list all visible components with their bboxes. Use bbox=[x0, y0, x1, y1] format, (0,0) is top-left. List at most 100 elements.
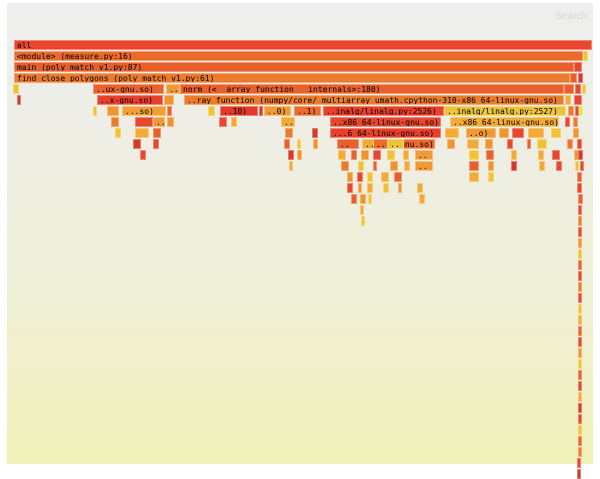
flame-frame-sliver[interactable] bbox=[568, 106, 574, 116]
flame-frame-sliver[interactable] bbox=[394, 172, 402, 182]
flame-frame-sliver[interactable] bbox=[511, 161, 517, 171]
flame-frame[interactable]: .. bbox=[415, 150, 433, 160]
flame-frame-sliver[interactable] bbox=[153, 128, 161, 138]
flame-frame-sliver[interactable] bbox=[578, 403, 582, 413]
flame-frame-sliver[interactable] bbox=[578, 150, 583, 160]
flame-frame-sliver[interactable] bbox=[582, 84, 586, 94]
flame-frame-sliver[interactable] bbox=[575, 106, 579, 116]
flame-frame-sliver[interactable] bbox=[578, 447, 582, 457]
flame-frame[interactable]: main (poly_match_v1.py:87) bbox=[14, 62, 574, 72]
flame-frame-sliver[interactable] bbox=[133, 139, 141, 149]
flame-frame-sliver[interactable] bbox=[578, 293, 582, 303]
flame-frame-sliver[interactable] bbox=[486, 150, 494, 160]
flame-frame-sliver[interactable] bbox=[403, 150, 409, 160]
flame-frame-sliver[interactable] bbox=[135, 117, 153, 127]
flame-frame-sliver[interactable] bbox=[367, 172, 373, 182]
flame-frame[interactable]: ..ux-gnu.so) bbox=[93, 84, 164, 94]
flame-frame[interactable]: ...x-gnu.so) bbox=[373, 139, 435, 149]
flame-frame-sliver[interactable] bbox=[565, 117, 570, 127]
flame-frame-sliver[interactable] bbox=[13, 84, 19, 94]
flame-frame-sliver[interactable] bbox=[285, 128, 293, 138]
flame-frame-sliver[interactable] bbox=[284, 139, 290, 149]
flame-frame-sliver[interactable] bbox=[360, 205, 364, 215]
flame-frame-sliver[interactable] bbox=[573, 117, 578, 127]
flame-frame-sliver[interactable] bbox=[404, 161, 410, 171]
flame-frame[interactable]: .. bbox=[166, 84, 180, 94]
flame-frame-sliver[interactable] bbox=[347, 172, 353, 182]
flame-frame-sliver[interactable] bbox=[578, 370, 582, 380]
flame-frame-sliver[interactable] bbox=[387, 150, 395, 160]
flame-frame-sliver[interactable] bbox=[538, 150, 544, 160]
flame-frame[interactable]: ...so) bbox=[122, 106, 166, 116]
flame-frame-sliver[interactable] bbox=[259, 106, 263, 116]
flame-frame-sliver[interactable] bbox=[351, 150, 357, 160]
flame-frame-sliver[interactable] bbox=[313, 139, 318, 149]
flame-frame-sliver[interactable] bbox=[445, 128, 459, 138]
flame-frame-sliver[interactable] bbox=[398, 183, 402, 193]
flame-frame-sliver[interactable] bbox=[570, 73, 577, 83]
flame-frame-sliver[interactable] bbox=[361, 150, 369, 160]
flame-frame[interactable]: ..inalg/linalg.py:2526) bbox=[323, 106, 444, 116]
flame-frame[interactable]: ..x86_64-linux-gnu.so) bbox=[450, 117, 559, 127]
flame-frame-sliver[interactable] bbox=[574, 62, 582, 72]
flame-frame-sliver[interactable] bbox=[577, 139, 582, 149]
flame-frame[interactable]: ...6_64-linux-gnu.so) bbox=[330, 128, 441, 138]
flame-frame-sliver[interactable] bbox=[390, 161, 398, 171]
flame-frame-sliver[interactable] bbox=[488, 161, 494, 171]
flame-frame-sliver[interactable] bbox=[564, 84, 574, 94]
flame-frame-sliver[interactable] bbox=[528, 128, 544, 138]
flame-frame-sliver[interactable] bbox=[537, 139, 547, 149]
flame-frame-sliver[interactable] bbox=[417, 183, 423, 193]
flame-frame-sliver[interactable] bbox=[341, 161, 349, 171]
flame-frame[interactable]: ..o) bbox=[466, 128, 496, 138]
flame-frame-sliver[interactable] bbox=[297, 150, 302, 160]
flame-frame-sliver[interactable] bbox=[511, 150, 517, 160]
flame-frame-sliver[interactable] bbox=[578, 436, 582, 446]
flame-frame-sliver[interactable] bbox=[578, 73, 583, 83]
flame-frame-sliver[interactable] bbox=[383, 183, 389, 193]
flame-frame-sliver[interactable] bbox=[539, 161, 545, 171]
flame-frame-sliver[interactable] bbox=[208, 106, 215, 116]
flame-frame-sliver[interactable] bbox=[512, 128, 524, 138]
flame-frame[interactable]: ..0) bbox=[264, 106, 291, 116]
flame-frame-sliver[interactable] bbox=[580, 161, 584, 171]
flame-frame[interactable]: ..ray_function (numpy/core/_multiarray_u… bbox=[184, 95, 564, 105]
flame-frame-sliver[interactable] bbox=[467, 139, 479, 149]
flame-frame[interactable]: .. bbox=[281, 117, 295, 127]
flame-frame-sliver[interactable] bbox=[115, 128, 121, 138]
flame-frame-sliver[interactable] bbox=[578, 194, 583, 204]
flame-frame-sliver[interactable] bbox=[578, 216, 582, 226]
flame-frame[interactable]: all bbox=[14, 40, 592, 50]
flame-frame-sliver[interactable] bbox=[578, 282, 582, 292]
flame-frame-sliver[interactable] bbox=[573, 128, 579, 138]
flame-frame-sliver[interactable] bbox=[167, 106, 172, 116]
flame-frame-sliver[interactable] bbox=[381, 172, 389, 182]
flame-frame-sliver[interactable] bbox=[338, 150, 346, 160]
flame-frame-sliver[interactable] bbox=[368, 194, 372, 204]
flame-frame-sliver[interactable] bbox=[578, 425, 582, 435]
flame-frame-sliver[interactable] bbox=[578, 260, 582, 270]
flame-frame-sliver[interactable] bbox=[499, 128, 509, 138]
flame-frame-sliver[interactable] bbox=[578, 304, 582, 314]
flame-frame-sliver[interactable] bbox=[575, 161, 579, 171]
flame-frame[interactable]: find_close_polygons (poly_match_v1.py:61… bbox=[14, 73, 570, 83]
flame-frame-sliver[interactable] bbox=[579, 106, 583, 116]
flame-frame-sliver[interactable] bbox=[297, 139, 301, 149]
flame-frame-sliver[interactable] bbox=[140, 150, 146, 160]
flame-frame[interactable]: .. bbox=[362, 139, 374, 149]
flame-frame-sliver[interactable] bbox=[135, 128, 149, 138]
flame-frame-sliver[interactable] bbox=[288, 150, 294, 160]
flame-frame-sliver[interactable] bbox=[556, 161, 562, 171]
flame-frame[interactable]: ..1) bbox=[294, 106, 321, 116]
flame-frame-sliver[interactable] bbox=[577, 172, 582, 182]
flame-frame-sliver[interactable] bbox=[231, 117, 237, 127]
flame-frame-sliver[interactable] bbox=[360, 194, 366, 204]
flame-frame-sliver[interactable] bbox=[17, 95, 21, 105]
flame-frame-sliver[interactable] bbox=[347, 183, 353, 193]
flame-frame[interactable]: ..10) bbox=[220, 106, 258, 116]
flame-frame[interactable]: <module> (measure.py:16) bbox=[14, 51, 583, 61]
flame-frame[interactable]: ..x-gnu.so) bbox=[97, 95, 163, 105]
flame-frame-sliver[interactable] bbox=[469, 150, 479, 160]
flame-frame-sliver[interactable] bbox=[351, 194, 357, 204]
flame-frame-sliver[interactable] bbox=[575, 84, 581, 94]
